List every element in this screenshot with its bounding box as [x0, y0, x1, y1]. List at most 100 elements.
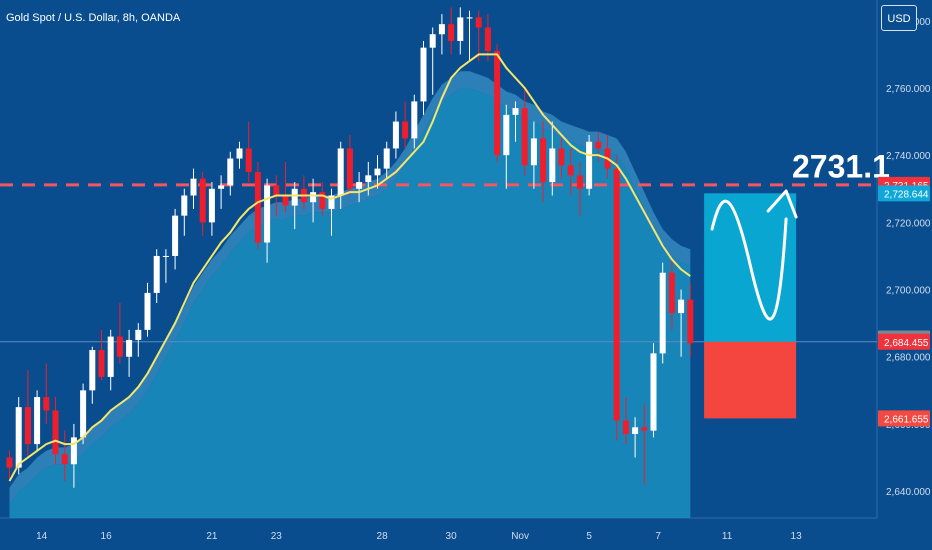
- candle: [438, 14, 445, 55]
- candle-body: [402, 121, 409, 139]
- candle-body: [144, 292, 151, 330]
- y-tick-label: 2,640.000: [886, 487, 931, 498]
- candle-body: [6, 457, 13, 468]
- candle: [641, 403, 648, 485]
- candle: [162, 249, 169, 283]
- y-tick-label: 2,740.000: [886, 151, 931, 162]
- candle: [356, 171, 363, 203]
- candle: [98, 329, 105, 381]
- candle-body: [512, 108, 519, 115]
- candle-body: [392, 121, 399, 149]
- candle: [43, 363, 50, 424]
- candle-body: [484, 27, 491, 52]
- candle: [245, 121, 252, 183]
- candle-body: [374, 168, 381, 176]
- candle-body: [641, 427, 648, 431]
- candle-body: [659, 272, 666, 354]
- candle-body: [448, 24, 455, 41]
- candle-body: [356, 182, 363, 189]
- x-tick-label: 28: [377, 531, 389, 542]
- candle-body: [310, 192, 317, 203]
- candle-body: [61, 454, 68, 465]
- x-tick-label: 11: [722, 531, 733, 542]
- candle: [687, 282, 694, 357]
- candle: [558, 138, 565, 179]
- x-tick-label: 30: [446, 531, 458, 542]
- candle: [199, 171, 206, 236]
- candle: [190, 168, 197, 209]
- candle-body: [549, 148, 556, 183]
- y-tick-label: 2,760.000: [886, 84, 931, 95]
- y-tick-label: 2,720.000: [886, 218, 931, 229]
- candle-body: [503, 114, 510, 156]
- projection-arrow-head: [766, 189, 798, 219]
- x-tick-label: Nov: [511, 531, 529, 542]
- candle-body: [678, 299, 685, 314]
- candle: [34, 390, 41, 451]
- candle: [89, 346, 96, 404]
- candle-body: [245, 148, 252, 172]
- candle: [503, 104, 510, 189]
- candle-body: [530, 138, 537, 166]
- projection-curve: [710, 199, 788, 321]
- candle: [530, 121, 537, 189]
- candle: [540, 121, 547, 203]
- candle: [586, 135, 593, 196]
- candle: [337, 141, 344, 209]
- candle-body: [135, 329, 142, 340]
- candle-body: [346, 148, 353, 189]
- candle: [374, 155, 381, 189]
- candle: [521, 87, 528, 176]
- candle: [70, 423, 77, 488]
- price-label: 2,661.655: [878, 410, 930, 427]
- candle-body: [586, 141, 593, 189]
- candle-body: [98, 350, 105, 377]
- candle: [6, 450, 13, 482]
- candle: [383, 141, 390, 179]
- candle-body: [668, 272, 675, 314]
- candle-body: [494, 51, 501, 156]
- candle: [208, 182, 215, 236]
- candle: [236, 141, 243, 169]
- candle-body: [411, 101, 418, 139]
- candle-body: [457, 17, 464, 41]
- price-label-text: 2,661.655: [884, 414, 929, 425]
- candle-body: [613, 168, 620, 421]
- price-label-box: [878, 333, 930, 350]
- candle-body: [595, 141, 602, 149]
- candle: [475, 10, 482, 62]
- price-label-box: [878, 410, 930, 427]
- candle: [411, 94, 418, 149]
- candle: [291, 182, 298, 230]
- candle: [52, 397, 59, 465]
- x-tick-label: 21: [206, 531, 218, 542]
- candle: [346, 135, 353, 196]
- candle: [595, 131, 602, 162]
- chart-title: Gold Spot / U.S. Dollar, 8h, OANDA: [6, 12, 181, 24]
- candle-body: [107, 336, 114, 377]
- candle-body: [567, 165, 574, 176]
- candle: [218, 175, 225, 209]
- candle: [420, 40, 427, 115]
- currency-button[interactable]: USD: [881, 5, 917, 31]
- ema-line: [8, 53, 691, 482]
- candle: [264, 178, 271, 263]
- candle-body: [80, 390, 87, 438]
- candle: [512, 101, 519, 142]
- candle-body: [328, 195, 335, 209]
- candle-body: [236, 148, 243, 159]
- price-label: 2,728.644: [878, 185, 930, 202]
- area-fill: [9, 87, 691, 518]
- candle-body: [632, 427, 639, 435]
- candle: [567, 148, 574, 196]
- candle: [650, 343, 657, 438]
- candle: [181, 188, 188, 236]
- x-tick-label: 13: [791, 531, 803, 542]
- candle-body: [337, 148, 344, 196]
- candle: [494, 44, 501, 162]
- candle-body: [576, 175, 583, 189]
- candle: [116, 302, 123, 364]
- candle: [622, 397, 629, 445]
- x-tick-label: 7: [655, 531, 661, 542]
